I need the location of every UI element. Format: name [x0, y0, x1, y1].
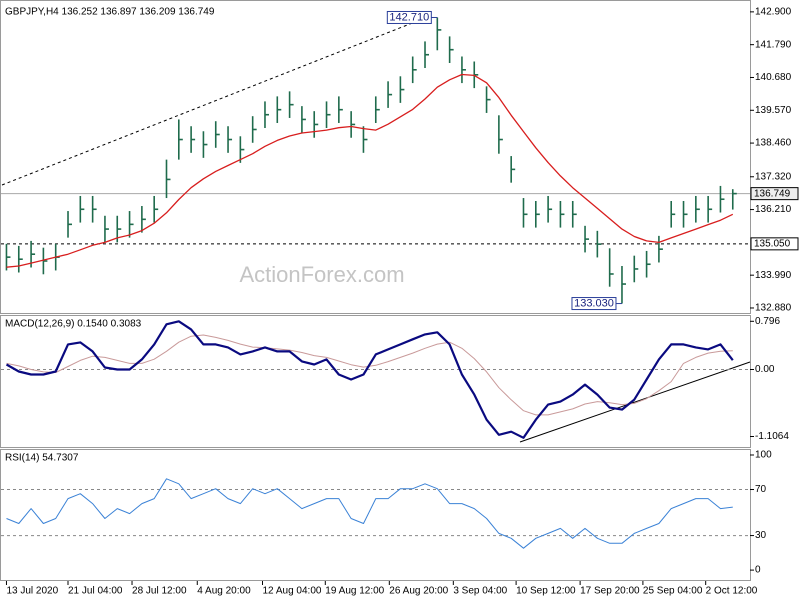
pane-title: RSI(14) 54.7307	[5, 453, 79, 464]
y-tick-label: 142.900	[755, 7, 792, 18]
y-tick-label: -1.1064	[755, 431, 789, 442]
moving-average	[6, 73, 734, 268]
x-tick-label: 4 Aug 20:00	[197, 586, 251, 597]
y-tick-label: 0	[755, 565, 761, 576]
indicator-line	[5, 320, 734, 439]
trend-line	[1, 17, 426, 186]
x-tick-label: 2 Oct 12:00	[706, 586, 758, 597]
x-tick-label: 12 Aug 04:00	[263, 586, 322, 597]
x-tick-label: 21 Jul 04:00	[68, 586, 123, 597]
price-pane	[0, 0, 751, 314]
level-label: 135.050	[754, 238, 791, 249]
annotation-label: 142.710	[389, 11, 429, 23]
y-tick-label: 30	[755, 530, 767, 541]
macd-trend-line	[519, 361, 751, 443]
annotation-label: 133.030	[574, 297, 614, 309]
y-tick-label: 0.796	[755, 316, 780, 327]
y-tick-label: 136.210	[755, 204, 792, 215]
x-tick-label: 3 Sep 04:00	[453, 586, 507, 597]
pane-title: MACD(12,26,9) 0.1540 0.3083	[5, 319, 142, 330]
y-tick-label: 0.00	[755, 364, 775, 375]
indicator-line	[6, 478, 733, 549]
y-tick-label: 132.880	[755, 303, 792, 314]
y-tick-label: 70	[755, 484, 767, 495]
watermark: ActionForex.com	[239, 262, 404, 287]
x-tick-label: 13 Jul 2020	[6, 586, 58, 597]
x-tick-label: 26 Aug 20:00	[389, 586, 448, 597]
y-tick-label: 140.680	[755, 72, 792, 83]
rsi-pane	[0, 449, 751, 581]
y-tick-label: 133.990	[755, 270, 792, 281]
y-tick-label: 138.460	[755, 138, 792, 149]
macd-pane	[0, 315, 751, 448]
level-box	[750, 237, 799, 251]
y-tick-label: 100	[755, 450, 772, 461]
y-tick-label: 137.320	[755, 171, 792, 182]
y-tick-label: 139.570	[755, 105, 792, 116]
x-tick-label: 25 Sep 04:00	[643, 586, 703, 597]
x-tick-label: 10 Sep 12:00	[516, 586, 576, 597]
x-tick-label: 28 Jul 12:00	[132, 586, 187, 597]
level-label: 136.749	[754, 188, 791, 199]
x-tick-label: 17 Sep 20:00	[580, 586, 640, 597]
x-tick-label: 19 Aug 12:00	[325, 586, 384, 597]
y-tick-label: 141.790	[755, 39, 792, 50]
pane-title: GBPJPY,H4 136.252 136.897 136.209 136.74…	[5, 7, 215, 18]
level-box	[750, 187, 799, 201]
